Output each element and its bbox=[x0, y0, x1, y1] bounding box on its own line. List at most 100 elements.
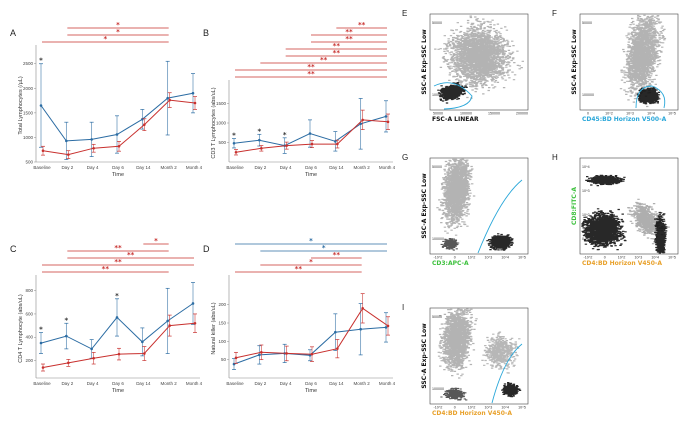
x-tick-label: 10^3 bbox=[635, 256, 643, 260]
x-tick-label: Month 2 bbox=[161, 381, 178, 386]
x-tick-label: 10^2 bbox=[605, 112, 613, 116]
event-cloud bbox=[653, 211, 668, 254]
x-tick-label: Day 6 bbox=[305, 381, 317, 386]
x-tick-label: Day 6 bbox=[112, 381, 124, 386]
series-blue bbox=[232, 303, 388, 370]
significance-star: * bbox=[257, 127, 261, 135]
x-tick-label: -10^2 bbox=[434, 406, 443, 410]
x-tick-label: 10^4 bbox=[501, 256, 509, 260]
chart-C: C 200 400 600 800 Baseline Day 2 Day 4 Day 6 Day … bbox=[10, 237, 203, 394]
y-tick-label: 2500 bbox=[23, 61, 34, 66]
x-tick-label: Day 4 bbox=[280, 381, 292, 386]
event-cloud bbox=[436, 158, 476, 236]
x-tick-label: Day 2 bbox=[61, 381, 73, 386]
event-cloud bbox=[636, 86, 661, 105]
data-point bbox=[386, 120, 390, 124]
data-point bbox=[193, 101, 197, 105]
flow-panel-F: F 0 10^2 10^3 10^4 10^5 50000 100000 CD45:BD Hor… bbox=[552, 9, 679, 123]
y-axis-title: Natural killer (abs/uL) bbox=[211, 302, 217, 354]
y-axis-title: Total Lymphocytes (/µL) bbox=[18, 76, 24, 134]
y-tick-label: 50000 bbox=[432, 21, 442, 25]
panel-label-H: H bbox=[552, 153, 558, 162]
x-tick-label: -10^2 bbox=[434, 256, 443, 260]
x-tick-label: 10^2 bbox=[468, 406, 476, 410]
x-tick-label: 0 bbox=[587, 112, 589, 116]
x-tick-label: Baseline bbox=[33, 381, 51, 386]
x-tick-label: Day 4 bbox=[87, 165, 99, 170]
series-line bbox=[42, 99, 196, 156]
y-axis-title: CD4 T Lymphocyte (abs/uL) bbox=[18, 294, 24, 363]
significance-label: * bbox=[322, 244, 326, 252]
y-tick-label: 1000 bbox=[23, 135, 34, 140]
significance-label: ** bbox=[114, 258, 122, 266]
x-tick-label: Day 6 bbox=[305, 165, 317, 170]
significance-label: ** bbox=[320, 56, 328, 64]
x-tick-label: Day 4 bbox=[87, 381, 99, 386]
significance-label: * bbox=[154, 237, 158, 245]
significance-star: * bbox=[232, 132, 236, 140]
x-tick-label: 0 bbox=[454, 406, 456, 410]
y-tick-label: 10^3 bbox=[582, 189, 590, 193]
event-cloud bbox=[585, 174, 626, 187]
significance-star: * bbox=[39, 326, 43, 334]
y-tick-label: 800 bbox=[25, 288, 33, 293]
x-tick-label: 10^4 bbox=[647, 112, 655, 116]
y-tick-label: 100 bbox=[218, 339, 226, 344]
significance-label: * bbox=[116, 28, 120, 36]
data-point bbox=[193, 321, 197, 325]
gate-outline bbox=[433, 82, 473, 110]
y-axis-title: SSC-A Exp-SSC Low bbox=[421, 173, 428, 239]
x-tick-label: 50000 bbox=[433, 112, 443, 116]
series-line bbox=[40, 303, 194, 350]
line-charts: A 500 1000 1500 2000 2500 Baseline Day 2 Day 4 Da… bbox=[10, 21, 396, 394]
y-tick-label: 500 bbox=[218, 140, 226, 145]
series-red bbox=[234, 109, 390, 156]
y-tick-label: 100000 bbox=[432, 93, 444, 97]
y-tick-label: 600 bbox=[25, 311, 33, 316]
y-tick-label: 100000 bbox=[432, 237, 444, 241]
significance-label: ** bbox=[333, 251, 341, 259]
chart-D: D 50 100 150 200 Baseline Day 2 Day 4 Day 6 Day 1… bbox=[203, 237, 396, 394]
flow-panel-I: I -10^2 0 10^2 10^3 10^4 10^5 50000 100000 CD4:BD… bbox=[402, 303, 529, 417]
x-axis-title: CD4:BD Horizon V450-A bbox=[432, 410, 512, 417]
x-axis-title: Time bbox=[112, 172, 124, 178]
x-axis-title: Time bbox=[112, 388, 124, 394]
panel-label-A: A bbox=[10, 28, 16, 38]
x-tick-label: Baseline bbox=[33, 165, 51, 170]
y-tick-label: 2000 bbox=[23, 86, 34, 91]
x-tick-label: Day 14 bbox=[329, 381, 344, 386]
panel-label-D: D bbox=[203, 244, 210, 254]
y-tick-label: 100000 bbox=[582, 93, 594, 97]
x-tick-label: Day 14 bbox=[329, 165, 344, 170]
flow-panel-H: H-10^2 0 10^2 10^3 10^4 10^510^410^310^20CD4:… bbox=[552, 153, 679, 267]
x-tick-label: -10^2 bbox=[584, 256, 593, 260]
x-tick-label: Day 4 bbox=[280, 165, 292, 170]
gate-outline bbox=[635, 85, 666, 109]
event-cloud bbox=[619, 14, 667, 108]
x-tick-label: 10^5 bbox=[518, 406, 526, 410]
x-tick-label: Month 4 bbox=[186, 165, 203, 170]
significance-label: * bbox=[309, 237, 313, 245]
significance-label: ** bbox=[345, 28, 353, 36]
y-tick-label: 100000 bbox=[432, 387, 444, 391]
y-tick-label: 50000 bbox=[582, 21, 592, 25]
x-tick-label: 10^2 bbox=[468, 256, 476, 260]
panel-label-C: C bbox=[10, 244, 17, 254]
y-tick-label: 10^4 bbox=[582, 165, 590, 169]
significance-star: * bbox=[39, 57, 43, 65]
y-axis-title: SSC-A Exp-SSC Low bbox=[421, 323, 428, 389]
significance-label: ** bbox=[114, 244, 122, 252]
x-tick-label: 10^4 bbox=[501, 406, 509, 410]
gate-outline bbox=[491, 343, 523, 404]
x-tick-label: 10^3 bbox=[485, 406, 493, 410]
significance-label: * bbox=[116, 21, 120, 29]
y-tick-label: 0 bbox=[582, 237, 584, 241]
x-tick-label: Day 2 bbox=[254, 381, 266, 386]
series-blue bbox=[232, 98, 388, 154]
y-tick-label: 50000 bbox=[432, 165, 442, 169]
chart-A: A 500 1000 1500 2000 2500 Baseline Day 2 Day 4 Da… bbox=[10, 21, 203, 178]
x-axis-title: CD4:BD Horizon V450-A bbox=[582, 260, 662, 267]
series-red bbox=[234, 293, 390, 364]
